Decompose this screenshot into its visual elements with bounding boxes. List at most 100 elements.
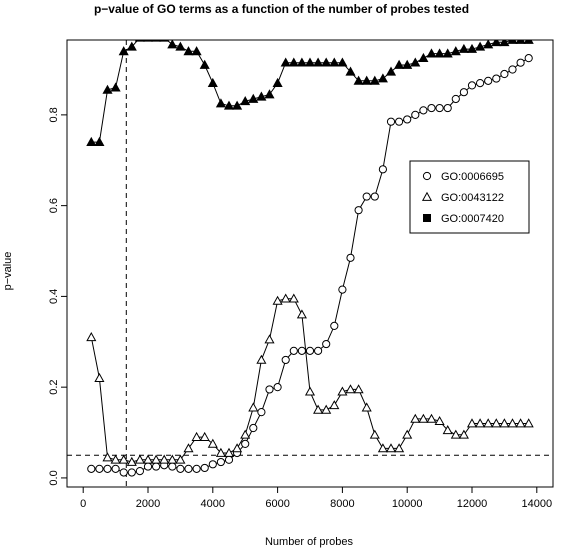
data-point xyxy=(468,82,475,89)
data-point xyxy=(509,66,516,73)
data-point xyxy=(249,403,257,411)
data-point xyxy=(436,104,443,111)
data-point xyxy=(120,469,127,476)
x-axis-label: Number of probes xyxy=(265,536,354,548)
data-point xyxy=(485,77,492,84)
data-point xyxy=(428,104,435,111)
data-point xyxy=(411,58,419,66)
data-point xyxy=(274,384,281,391)
data-point xyxy=(355,207,362,214)
data-point xyxy=(88,465,95,472)
data-point xyxy=(379,166,386,173)
data-point xyxy=(306,388,314,396)
data-point xyxy=(323,340,330,347)
data-point xyxy=(371,431,379,439)
x-tick-label: 6000 xyxy=(265,498,289,510)
data-point xyxy=(273,79,281,87)
y-tick-label: 0.6 xyxy=(48,198,60,213)
data-point xyxy=(177,465,184,472)
data-point xyxy=(298,310,306,318)
data-point xyxy=(315,347,322,354)
series-line-GO:0006695 xyxy=(91,58,528,472)
data-point xyxy=(412,111,419,118)
x-tick-label: 4000 xyxy=(201,498,225,510)
data-point xyxy=(517,59,524,66)
data-point xyxy=(387,118,394,125)
x-tick-label: 8000 xyxy=(330,498,354,510)
data-point xyxy=(460,89,467,96)
data-point xyxy=(217,99,225,107)
data-point xyxy=(112,465,119,472)
data-point xyxy=(193,465,200,472)
data-point xyxy=(136,468,143,475)
data-point xyxy=(169,463,176,470)
data-point xyxy=(201,464,208,471)
data-point xyxy=(241,431,249,439)
data-point xyxy=(339,286,346,293)
data-point xyxy=(403,431,411,439)
data-point xyxy=(250,424,257,431)
data-point xyxy=(282,356,289,363)
data-point xyxy=(265,335,273,343)
data-point xyxy=(265,90,273,98)
data-point xyxy=(103,453,111,461)
data-point xyxy=(128,469,135,476)
data-point xyxy=(419,54,427,62)
data-point xyxy=(87,333,95,341)
legend-label: GO:0007420 xyxy=(441,213,504,225)
data-point xyxy=(420,107,427,114)
x-tick-label: 14000 xyxy=(522,498,553,510)
data-point xyxy=(185,465,192,472)
x-tick-label: 10000 xyxy=(392,498,423,510)
data-layer xyxy=(67,34,553,487)
data-point xyxy=(493,75,500,82)
x-tick-label: 2000 xyxy=(136,498,160,510)
data-point xyxy=(96,465,103,472)
data-point xyxy=(347,254,354,261)
y-tick-label: 0.8 xyxy=(48,107,60,122)
data-point xyxy=(257,356,265,364)
x-tick-label: 12000 xyxy=(457,498,488,510)
y-tick-label: 0.4 xyxy=(48,289,60,304)
data-point xyxy=(258,409,265,416)
data-point xyxy=(104,465,111,472)
data-point xyxy=(452,95,459,102)
y-tick-label: 0.0 xyxy=(48,470,60,485)
legend-marker xyxy=(423,172,430,179)
legend: GO:0006695 GO:0043122 GO:0007420 xyxy=(410,161,529,233)
data-point xyxy=(477,80,484,87)
data-point xyxy=(330,401,338,409)
x-tick-label: 0 xyxy=(80,498,86,510)
data-point xyxy=(501,70,508,77)
y-axis-label: p−value xyxy=(2,252,14,291)
data-point xyxy=(331,322,338,329)
data-point xyxy=(396,118,403,125)
data-point xyxy=(298,347,305,354)
data-point xyxy=(144,463,151,470)
data-point xyxy=(153,463,160,470)
data-point xyxy=(363,193,370,200)
data-point xyxy=(201,61,209,69)
data-point xyxy=(290,347,297,354)
data-point xyxy=(363,403,371,411)
data-point xyxy=(242,440,249,447)
data-point xyxy=(217,458,224,465)
data-point xyxy=(225,456,232,463)
data-point xyxy=(444,104,451,111)
legend-marker xyxy=(423,214,431,222)
data-point xyxy=(404,116,411,123)
data-point xyxy=(209,461,216,468)
data-point xyxy=(95,374,103,382)
data-point xyxy=(371,193,378,200)
data-point xyxy=(111,83,119,91)
legend-label: GO:0043122 xyxy=(441,192,504,204)
data-point xyxy=(233,444,241,452)
y-tick-label: 0.2 xyxy=(48,380,60,395)
chart-title: p−value of GO terms as a function of the… xyxy=(94,2,469,16)
legend-label: GO:0006695 xyxy=(441,171,504,183)
data-point xyxy=(306,347,313,354)
data-point xyxy=(184,444,192,452)
data-point xyxy=(209,79,217,87)
data-point xyxy=(266,386,273,393)
